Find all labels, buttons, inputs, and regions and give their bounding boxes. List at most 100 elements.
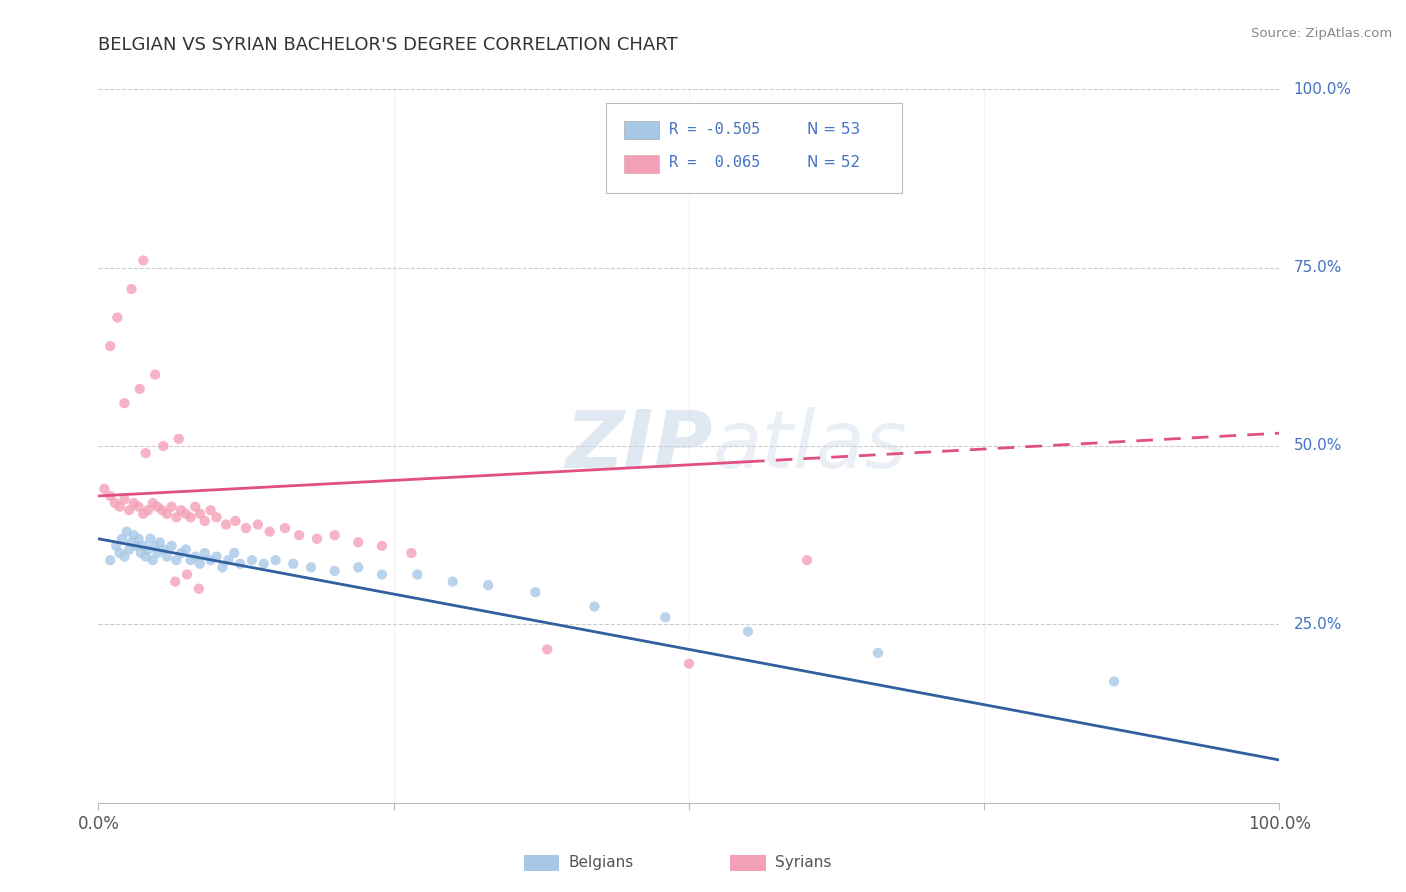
Point: [259, 524, 281, 539]
Point: [188, 557, 211, 571]
Point: [176, 567, 198, 582]
Text: BELGIAN VS SYRIAN BACHELOR'S DEGREE CORRELATION CHART: BELGIAN VS SYRIAN BACHELOR'S DEGREE CORR…: [98, 36, 678, 54]
Point: [174, 507, 197, 521]
Point: [112, 549, 135, 564]
Point: [128, 382, 150, 396]
Point: [139, 532, 162, 546]
Point: [323, 564, 346, 578]
Point: [796, 553, 818, 567]
Point: [112, 492, 135, 507]
Point: [121, 535, 143, 549]
Text: Source: ZipAtlas.com: Source: ZipAtlas.com: [1251, 27, 1392, 40]
Point: [108, 500, 131, 514]
Point: [224, 514, 246, 528]
Point: [160, 500, 183, 514]
Point: [288, 528, 311, 542]
Text: R =  0.065: R = 0.065: [669, 155, 761, 170]
Text: R = -0.505: R = -0.505: [669, 121, 761, 136]
Text: N = 53: N = 53: [807, 121, 860, 136]
Text: Belgians: Belgians: [568, 855, 634, 870]
Point: [165, 553, 187, 567]
Point: [122, 496, 145, 510]
Point: [136, 542, 159, 557]
Point: [536, 642, 558, 657]
Point: [347, 560, 370, 574]
Point: [105, 310, 128, 325]
Text: 75.0%: 75.0%: [1294, 260, 1341, 275]
Point: [229, 557, 252, 571]
Point: [170, 546, 193, 560]
Point: [215, 517, 238, 532]
Point: [654, 610, 676, 624]
Point: [211, 560, 233, 574]
Point: [108, 546, 131, 560]
Point: [299, 560, 322, 574]
Point: [170, 503, 193, 517]
Text: 50.0%: 50.0%: [1294, 439, 1341, 453]
Point: [184, 500, 207, 514]
Point: [205, 549, 228, 564]
Point: [143, 539, 166, 553]
Point: [93, 482, 115, 496]
Text: Syrians: Syrians: [775, 855, 831, 870]
Point: [187, 582, 209, 596]
Point: [235, 521, 257, 535]
Point: [253, 557, 276, 571]
Point: [401, 546, 423, 560]
FancyBboxPatch shape: [624, 121, 659, 139]
Point: [200, 503, 222, 517]
Point: [98, 339, 121, 353]
Point: [143, 368, 166, 382]
Point: [112, 396, 135, 410]
Text: N = 52: N = 52: [807, 155, 860, 170]
Point: [283, 557, 305, 571]
Point: [105, 539, 128, 553]
Point: [132, 507, 155, 521]
Point: [866, 646, 889, 660]
Point: [205, 510, 228, 524]
FancyBboxPatch shape: [624, 155, 659, 173]
Point: [246, 517, 269, 532]
Point: [136, 503, 159, 517]
Point: [347, 535, 370, 549]
Point: [135, 549, 157, 564]
Point: [132, 253, 155, 268]
Point: [167, 432, 190, 446]
Point: [118, 503, 141, 517]
Point: [524, 585, 547, 599]
Text: ZIP: ZIP: [565, 407, 713, 485]
Point: [122, 528, 145, 542]
Point: [128, 500, 150, 514]
Point: [264, 553, 287, 567]
Point: [1102, 674, 1125, 689]
Point: [128, 532, 150, 546]
Point: [194, 514, 217, 528]
FancyBboxPatch shape: [606, 103, 901, 193]
Point: [150, 503, 173, 517]
Point: [678, 657, 700, 671]
Point: [194, 546, 217, 560]
Point: [371, 539, 394, 553]
Point: [152, 439, 174, 453]
Point: [477, 578, 499, 592]
Point: [180, 553, 202, 567]
Point: [98, 489, 121, 503]
Point: [121, 282, 143, 296]
Point: [156, 549, 179, 564]
Point: [125, 539, 148, 553]
Point: [156, 507, 179, 521]
Point: [737, 624, 759, 639]
Point: [165, 510, 187, 524]
Point: [240, 553, 263, 567]
Point: [180, 510, 202, 524]
Point: [152, 542, 174, 557]
Text: 100.0%: 100.0%: [1294, 82, 1351, 96]
FancyBboxPatch shape: [523, 855, 560, 871]
Point: [98, 553, 121, 567]
Point: [135, 446, 157, 460]
Point: [583, 599, 606, 614]
Point: [184, 549, 207, 564]
Point: [142, 553, 165, 567]
Point: [323, 528, 346, 542]
Point: [217, 553, 239, 567]
